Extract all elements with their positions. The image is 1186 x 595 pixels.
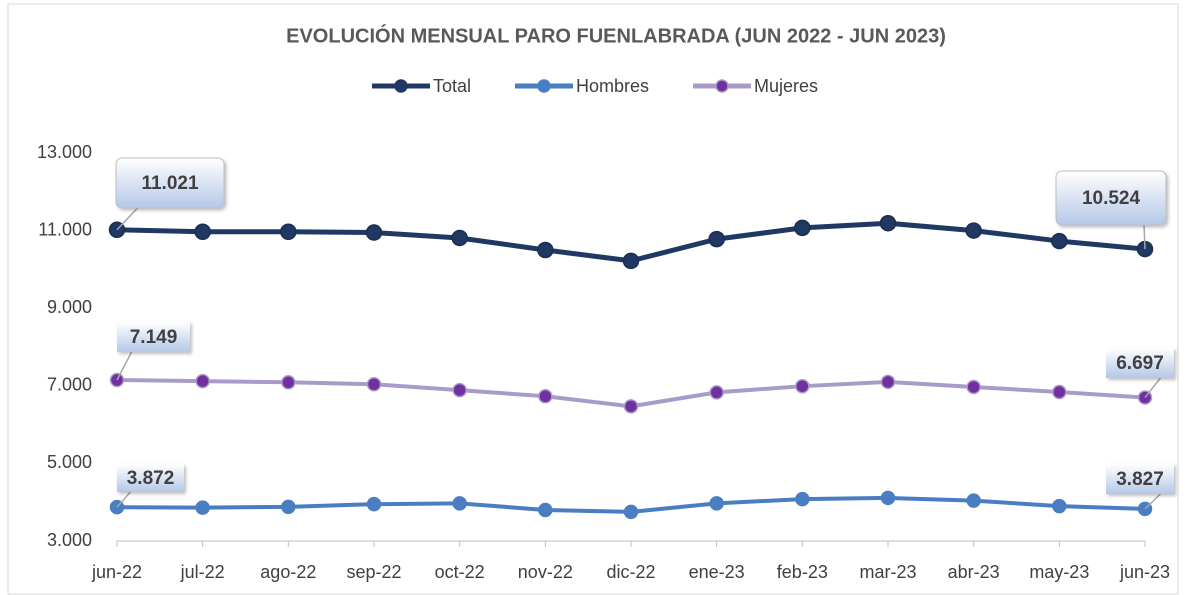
data-point <box>366 376 382 392</box>
y-tick-label: 3.000 <box>47 530 92 550</box>
data-point <box>795 491 810 507</box>
data-point <box>365 224 383 241</box>
x-tick-label: jun-23 <box>1119 562 1170 582</box>
callout-pointer <box>116 351 133 381</box>
data-point <box>709 385 724 400</box>
data-point <box>1052 498 1067 514</box>
callout-box <box>115 157 225 209</box>
data-point <box>880 490 896 506</box>
chart-title: EVOLUCIÓN MENSUAL PARO FUENLABRADA (JUN … <box>286 23 946 47</box>
data-point <box>452 382 467 398</box>
x-tick-label: abr-23 <box>948 562 1000 582</box>
callout-pointer <box>1144 493 1161 510</box>
data-point <box>366 496 382 512</box>
data-label: 11.021 <box>141 173 198 194</box>
data-point <box>280 223 297 241</box>
data-point <box>623 399 639 414</box>
y-tick-label: 5.000 <box>47 452 92 472</box>
data-point <box>538 502 553 518</box>
data-point <box>1052 384 1067 400</box>
callout-box <box>1055 170 1167 226</box>
data-point <box>538 389 553 404</box>
data-label: 6.697 <box>1116 353 1164 374</box>
legend-marker <box>537 79 551 93</box>
data-point <box>879 214 897 232</box>
callout-pointer <box>116 491 131 508</box>
data-point <box>794 219 811 237</box>
data-point <box>194 223 211 241</box>
y-tick-label: 7.000 <box>47 375 92 395</box>
data-point <box>708 230 725 248</box>
chart-border <box>7 3 1179 595</box>
legend-label: Hombres <box>576 76 649 96</box>
x-tick-label: ago-22 <box>260 562 316 582</box>
legend-marker <box>715 79 729 93</box>
x-tick-label: nov-22 <box>518 562 573 582</box>
data-point <box>452 496 467 511</box>
data-label: 3.872 <box>127 468 175 489</box>
data-label: 3.827 <box>1116 469 1164 490</box>
callout-pointer <box>1144 377 1161 399</box>
data-label: 7.149 <box>130 327 178 348</box>
x-tick-label: jul-22 <box>180 562 225 582</box>
data-point <box>537 241 554 259</box>
data-point <box>966 379 981 395</box>
data-point <box>795 378 810 394</box>
x-tick-label: may-23 <box>1029 562 1089 582</box>
y-tick-label: 13.000 <box>37 142 92 162</box>
data-point <box>451 229 468 247</box>
callout-box <box>117 464 184 492</box>
data-point <box>281 499 296 515</box>
callout-box <box>1106 348 1174 378</box>
y-tick-label: 11.000 <box>38 219 92 239</box>
x-tick-label: oct-22 <box>435 562 485 582</box>
callout-box <box>117 322 190 352</box>
data-point <box>966 493 981 508</box>
data-point <box>709 496 724 511</box>
data-point <box>195 500 210 515</box>
legend-label: Total <box>433 76 471 96</box>
x-tick-label: feb-23 <box>777 562 828 582</box>
x-tick-label: sep-22 <box>346 562 401 582</box>
callout-box <box>1106 464 1174 494</box>
data-point <box>281 375 296 390</box>
data-point <box>1051 232 1068 250</box>
data-point <box>880 374 896 390</box>
legend-marker <box>394 79 408 93</box>
x-tick-label: ene-23 <box>689 562 745 582</box>
data-point <box>623 504 639 520</box>
legend-label: Mujeres <box>754 76 818 96</box>
data-point <box>622 252 640 270</box>
x-tick-label: mar-23 <box>859 562 916 582</box>
data-point <box>195 373 210 389</box>
x-tick-label: dic-22 <box>606 562 655 582</box>
callout-pointer <box>1143 224 1146 250</box>
data-point <box>965 222 982 239</box>
callout-pointer <box>116 207 139 231</box>
x-tick-label: jun-22 <box>91 562 142 582</box>
data-label: 10.524 <box>1082 188 1141 209</box>
y-tick-label: 9.000 <box>47 297 92 317</box>
